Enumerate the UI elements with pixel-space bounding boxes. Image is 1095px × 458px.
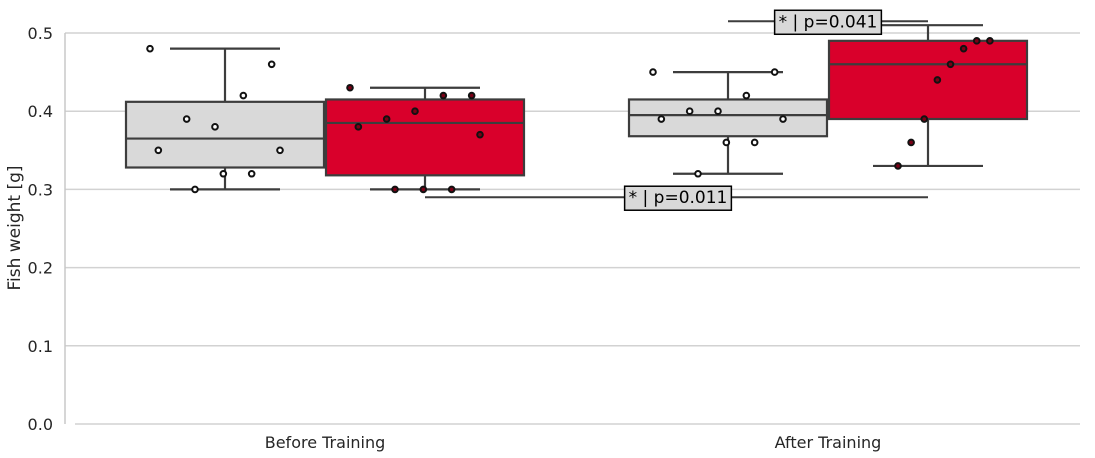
data-point bbox=[154, 146, 163, 155]
data-point bbox=[276, 146, 284, 155]
box-before-series-1 bbox=[124, 47, 326, 191]
y-tick-labels: 0.0 0.1 0.2 0.3 0.4 0.5 bbox=[28, 24, 53, 434]
data-point bbox=[267, 60, 276, 69]
data-point bbox=[191, 185, 199, 194]
data-point bbox=[649, 68, 657, 76]
boxes bbox=[124, 24, 1029, 191]
data-point bbox=[467, 91, 476, 100]
data-point bbox=[239, 91, 248, 100]
data-point bbox=[750, 138, 759, 147]
box-before-series-2 bbox=[324, 86, 526, 191]
significance-annotation: * | p=0.011 bbox=[425, 185, 928, 211]
box-after-series-2 bbox=[827, 24, 1029, 168]
significance-annotation: * | p=0.041 bbox=[728, 9, 928, 36]
significance-label: * | p=0.011 bbox=[629, 188, 728, 208]
data-point bbox=[354, 123, 363, 131]
data-point bbox=[714, 107, 722, 115]
data-point bbox=[959, 44, 968, 53]
y-tick-label: 0.0 bbox=[28, 415, 53, 434]
data-point bbox=[182, 115, 191, 123]
data-point bbox=[382, 115, 391, 123]
data-point bbox=[986, 37, 994, 45]
significance-annotations: * | p=0.041 * | p=0.011 bbox=[425, 9, 928, 211]
x-tick-labels: Before Training After Training bbox=[265, 433, 882, 452]
data-point bbox=[419, 185, 428, 194]
data-point bbox=[476, 130, 484, 139]
data-point bbox=[694, 169, 702, 178]
data-point bbox=[391, 185, 399, 194]
data-point bbox=[946, 60, 955, 69]
data-point bbox=[247, 169, 256, 178]
data-point bbox=[657, 115, 666, 123]
y-tick-label: 0.5 bbox=[28, 24, 53, 43]
data-point bbox=[685, 107, 694, 115]
data-point bbox=[894, 162, 902, 170]
y-tick-label: 0.1 bbox=[28, 337, 53, 356]
data-point bbox=[439, 91, 448, 100]
y-tick-label: 0.3 bbox=[28, 180, 53, 199]
box-body bbox=[324, 98, 526, 177]
data-point bbox=[447, 185, 456, 194]
x-tick-label: Before Training bbox=[265, 433, 386, 452]
data-point bbox=[219, 169, 228, 178]
box-body bbox=[827, 39, 1029, 121]
data-point bbox=[146, 44, 154, 53]
data-point bbox=[346, 83, 354, 92]
data-point bbox=[770, 68, 779, 76]
data-point bbox=[907, 138, 915, 147]
x-tick-label: After Training bbox=[775, 433, 882, 452]
data-point bbox=[920, 115, 929, 123]
data-point bbox=[779, 115, 787, 123]
data-point bbox=[933, 76, 942, 84]
data-point bbox=[972, 37, 981, 45]
significance-label-box bbox=[773, 9, 883, 36]
significance-label: * | p=0.041 bbox=[779, 12, 878, 32]
data-point bbox=[742, 91, 751, 100]
significance-label-box bbox=[623, 185, 733, 211]
box-body bbox=[124, 100, 326, 169]
data-point bbox=[722, 138, 731, 147]
y-axis-title: Fish weight [g] bbox=[5, 165, 25, 290]
box-after-series-1 bbox=[627, 70, 829, 175]
y-tick-label: 0.4 bbox=[28, 102, 53, 121]
data-point bbox=[411, 107, 419, 115]
data-point bbox=[211, 123, 219, 131]
y-tick-label: 0.2 bbox=[28, 259, 53, 278]
